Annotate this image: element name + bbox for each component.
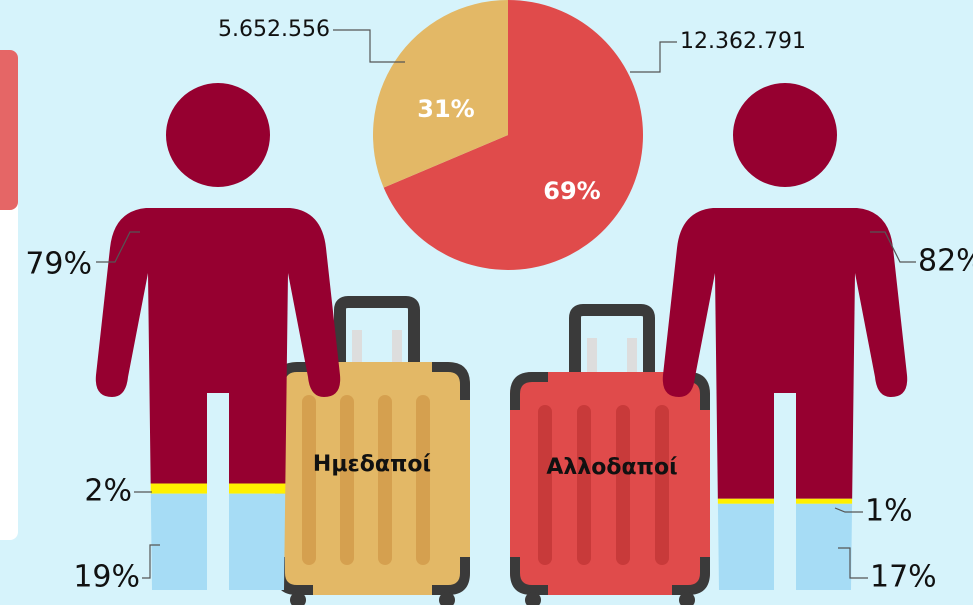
percent-label: 69%	[543, 177, 600, 205]
pie-slice	[383, 0, 643, 270]
value-label: 19%	[73, 560, 140, 595]
leader-line	[142, 544, 160, 579]
leader-line	[870, 231, 916, 263]
percent-label: 31%	[417, 95, 474, 123]
value-label: 2%	[84, 474, 132, 509]
value-label: 82%	[918, 244, 973, 279]
leader-line	[838, 547, 868, 579]
category-label: Ημεδαποί	[313, 452, 431, 477]
leader-line	[834, 507, 863, 513]
value-label: 17%	[870, 560, 937, 595]
value-label: 1%	[865, 494, 913, 529]
pie-slice	[372, 0, 508, 188]
category-label: Αλλοδαποί	[546, 455, 677, 480]
leader-line	[333, 29, 405, 63]
suitcase-foreign: Αλλοδαποί	[510, 304, 710, 605]
leader-line	[96, 231, 140, 263]
value-label: 79%	[25, 247, 92, 282]
side-card	[0, 50, 18, 540]
leader-line	[630, 41, 677, 73]
value-label: 12.362.791	[680, 29, 806, 54]
value-label: 5.652.556	[218, 17, 330, 42]
